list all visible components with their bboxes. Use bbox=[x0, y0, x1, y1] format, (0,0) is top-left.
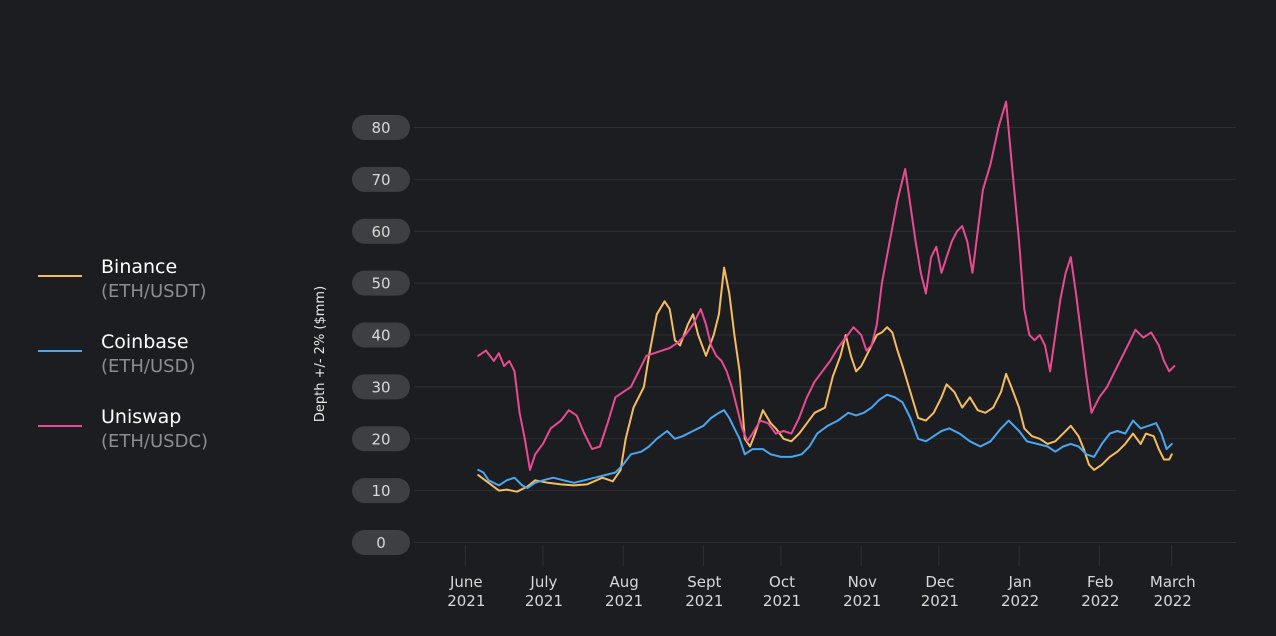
x-tick-year-june: 2021 bbox=[447, 592, 485, 610]
series-line-coinbase bbox=[477, 393, 1173, 489]
y-tick-pill-70 bbox=[352, 166, 410, 192]
y-tick-label-20: 20 bbox=[371, 430, 390, 448]
x-tick-month-jan: Jan bbox=[1008, 573, 1032, 591]
legend-name-uniswap: Uniswap bbox=[101, 406, 182, 428]
y-tick-label-60: 60 bbox=[371, 223, 390, 241]
y-axis: 0 10 20 30 40 50 60 70 80 bbox=[352, 115, 410, 555]
x-tick-year-feb: 2022 bbox=[1081, 592, 1119, 610]
series-line-uniswap bbox=[477, 100, 1176, 471]
y-tick-pill-60 bbox=[352, 218, 410, 244]
legend-sub-uniswap: (ETH/USDC) bbox=[101, 431, 209, 452]
legend-name-coinbase: Coinbase bbox=[101, 331, 189, 353]
y-tick-pill-80 bbox=[352, 115, 410, 140]
x-tick-month-sept: Sept bbox=[687, 573, 721, 591]
y-tick-pill-0 bbox=[352, 530, 410, 555]
x-tick-year-dec: 2021 bbox=[921, 592, 959, 610]
x-tick-year-sept: 2021 bbox=[685, 592, 723, 610]
legend-sub-binance: (ETH/USDT) bbox=[101, 281, 207, 302]
y-tick-pill-10 bbox=[352, 478, 410, 504]
y-tick-pill-40 bbox=[352, 322, 410, 348]
y-tick-label-30: 30 bbox=[371, 378, 390, 396]
x-tick-year-nov: 2021 bbox=[843, 592, 881, 610]
x-tick-month-nov: Nov bbox=[848, 573, 877, 591]
x-tick-year-march: 2022 bbox=[1154, 592, 1192, 610]
legend-swatch-binance bbox=[38, 275, 82, 277]
x-tick-year-oct: 2021 bbox=[763, 592, 801, 610]
legend-sub-coinbase: (ETH/USD) bbox=[101, 356, 196, 377]
x-tick-month-july: July bbox=[529, 573, 557, 591]
x-tick-month-oct: Oct bbox=[769, 573, 795, 591]
grid-layer bbox=[414, 127, 1236, 543]
y-tick-label-80: 80 bbox=[371, 119, 390, 137]
legend-swatch-coinbase bbox=[38, 350, 82, 352]
x-tick-month-june: June bbox=[449, 573, 483, 591]
y-tick-pill-50 bbox=[352, 270, 410, 296]
y-axis-title: Depth +/- 2% ($mm) bbox=[313, 286, 328, 422]
series-layer bbox=[477, 100, 1176, 493]
legend-swatch-uniswap bbox=[38, 425, 82, 427]
y-tick-label-0: 0 bbox=[376, 534, 386, 552]
x-tick-year-july: 2021 bbox=[525, 592, 563, 610]
x-axis: June2021July2021Aug2021Sept2021Oct2021No… bbox=[447, 545, 1196, 610]
y-tick-label-10: 10 bbox=[371, 482, 390, 500]
y-tick-pill-30 bbox=[352, 374, 410, 400]
series-line-binance bbox=[477, 266, 1173, 493]
y-tick-label-50: 50 bbox=[371, 275, 390, 293]
x-tick-year-aug: 2021 bbox=[605, 592, 643, 610]
legend-name-binance: Binance bbox=[101, 256, 178, 278]
y-tick-pill-20 bbox=[352, 426, 410, 452]
x-tick-month-march: March bbox=[1150, 573, 1196, 591]
y-tick-label-70: 70 bbox=[371, 171, 390, 189]
y-tick-label-40: 40 bbox=[371, 327, 390, 345]
x-tick-month-aug: Aug bbox=[610, 573, 639, 591]
x-tick-month-dec: Dec bbox=[925, 573, 954, 591]
x-tick-month-feb: Feb bbox=[1087, 573, 1114, 591]
x-tick-year-jan: 2022 bbox=[1001, 592, 1039, 610]
